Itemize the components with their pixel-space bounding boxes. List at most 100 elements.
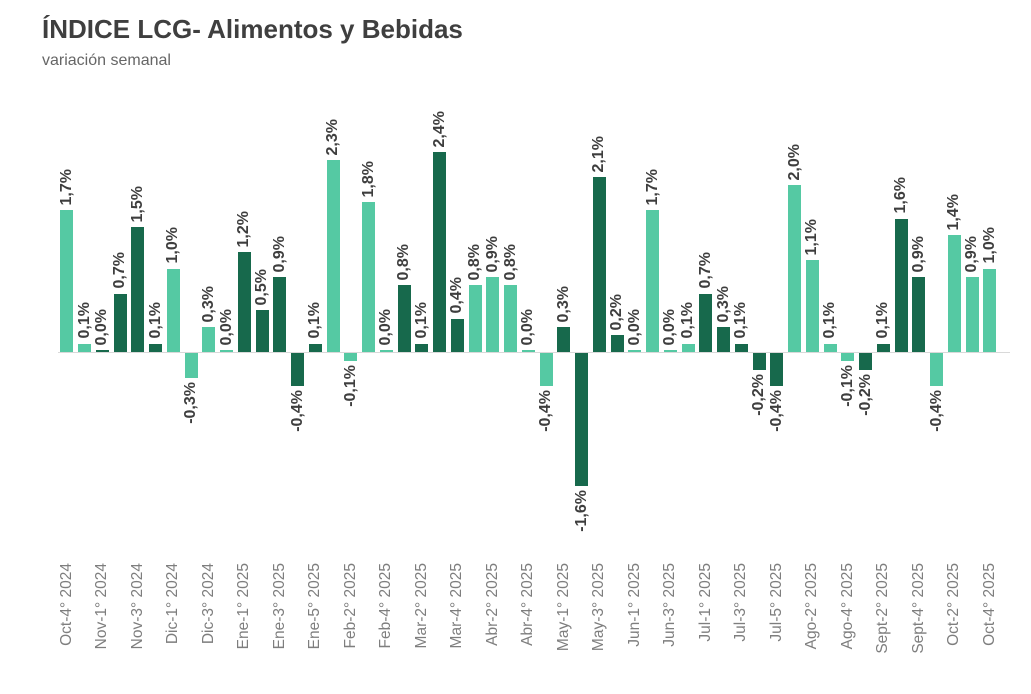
bar-week-16[interactable] [326,160,340,352]
bar-nov-3-2024[interactable] [131,227,145,352]
bar-value-label: 0,1% [146,302,164,339]
bar-jun-3-2025[interactable] [663,350,677,352]
bar-week-52[interactable] [965,277,979,352]
x-tick-label: Jul-3° 2025 [732,563,750,642]
bar-value-label: 1,7% [57,168,75,206]
bar-jul-1-2025[interactable] [699,293,713,352]
bar-value-label: 0,3% [554,285,572,323]
bar-may-3-2025[interactable] [592,177,606,352]
bar-jul-3-2025[interactable] [734,343,748,352]
bar-value-label: 1,8% [359,160,377,198]
bar-value-label: 0,7% [696,252,714,289]
x-tick-label: Ago-2° 2025 [803,563,821,650]
bar-week-8[interactable] [184,353,198,378]
bar-value-label: 2,3% [324,118,342,156]
bar-week-38[interactable] [717,327,731,352]
bar-feb-4-2025[interactable] [379,350,393,352]
bar-ago-2-2025[interactable] [805,260,819,352]
bar-week-2[interactable] [78,343,92,352]
bar-week-50[interactable] [930,353,944,387]
bar-value-label: 0,0% [217,308,235,345]
bar-value-label: 0,9% [483,235,501,273]
bar-nov-1-2024[interactable] [95,350,109,352]
bar-value-label: 0,3% [199,285,217,323]
x-tick-label: Jun-1° 2025 [625,563,643,647]
bar-value-label: -0,1% [838,365,856,408]
bar-ene-5-2025[interactable] [308,343,322,352]
bar-dic-1-2024[interactable] [166,268,180,352]
bar-value-label: -0,3% [182,381,200,424]
bar-mar-2-2025[interactable] [415,343,429,352]
bar-value-label: 2,0% [785,143,803,181]
bar-week-22[interactable] [433,152,447,352]
bar-value-label: -0,4% [927,390,945,433]
bar-week-12[interactable] [255,310,269,352]
bar-oct-4-2025[interactable] [983,268,997,352]
bar-abr-2-2025[interactable] [486,277,500,352]
bar-week-46[interactable] [859,353,873,370]
bar-value-label: 0,0% [661,308,679,345]
bar-feb-2-2025[interactable] [344,353,358,362]
x-tick-label: Oct-2° 2025 [945,563,963,646]
bar-week-26[interactable] [504,285,518,352]
bar-week-32[interactable] [610,335,624,352]
bar-week-20[interactable] [397,285,411,352]
bar-week-24[interactable] [468,285,482,352]
x-tick-label: Mar-2° 2025 [412,563,430,649]
bar-abr-4-2025[interactable] [521,350,535,352]
bar-week-40[interactable] [752,353,766,370]
bar-week-6[interactable] [149,343,163,352]
bar-may-1-2025[interactable] [557,327,571,352]
x-tick-label: Ene-3° 2025 [270,563,288,650]
bar-week-36[interactable] [681,343,695,352]
x-tick-label: Sept-4° 2025 [909,563,927,654]
bar-ene-3-2025[interactable] [273,277,287,352]
bar-mar-4-2025[interactable] [450,318,464,352]
bar-week-34[interactable] [646,210,660,352]
bar-ene-1-2025[interactable] [237,252,251,352]
bar-value-label: 0,0% [377,308,395,345]
bar-value-label: 0,5% [253,268,271,306]
bar-value-label: 0,0% [519,308,537,345]
x-tick-label: Feb-4° 2025 [377,563,395,649]
x-tick-label: Jul-1° 2025 [696,563,714,642]
bar-value-label: 0,4% [448,277,466,314]
x-tick-label: Nov-1° 2024 [93,563,111,650]
bar-value-label: 0,0% [625,308,643,345]
bar-value-label: 0,2% [608,293,626,331]
bar-value-label: 0,1% [679,302,697,339]
bar-week-28[interactable] [539,353,553,387]
bar-week-14[interactable] [291,353,305,387]
x-tick-label: Abr-4° 2025 [519,563,537,646]
x-tick-label: Jun-3° 2025 [661,563,679,647]
bar-value-label: 1,0% [980,227,998,264]
bar-dic-3-2024[interactable] [202,327,216,352]
bar-value-label: -0,4% [537,390,555,433]
bar-value-label: 0,0% [93,308,111,345]
bar-value-label: 0,1% [306,302,324,339]
bar-jul-5-2025[interactable] [770,353,784,387]
bar-sept-4-2025[interactable] [912,277,926,352]
bar-week-18[interactable] [362,202,376,352]
bar-value-label: 0,1% [821,302,839,339]
bar-week-44[interactable] [823,343,837,352]
bar-value-label: -0,2% [856,373,874,416]
bar-oct-2-2025[interactable] [947,235,961,352]
bar-week-4[interactable] [113,293,127,352]
x-axis-line [58,352,1010,353]
bar-value-label: -1,6% [572,490,590,533]
bar-sept-2-2025[interactable] [876,343,890,352]
bar-value-label: 0,1% [732,302,750,339]
bar-value-label: 2,1% [590,135,608,173]
bar-value-label: 0,8% [501,243,519,281]
bar-jun-1-2025[interactable] [628,350,642,352]
bar-week-30[interactable] [575,353,589,487]
bar-oct-4-2024[interactable] [60,210,74,352]
bar-week-42[interactable] [788,185,802,352]
bar-week-10[interactable] [220,350,234,352]
bar-ago-4-2025[interactable] [841,353,855,362]
bar-week-48[interactable] [894,218,908,352]
x-tick-label: May-1° 2025 [554,563,572,652]
